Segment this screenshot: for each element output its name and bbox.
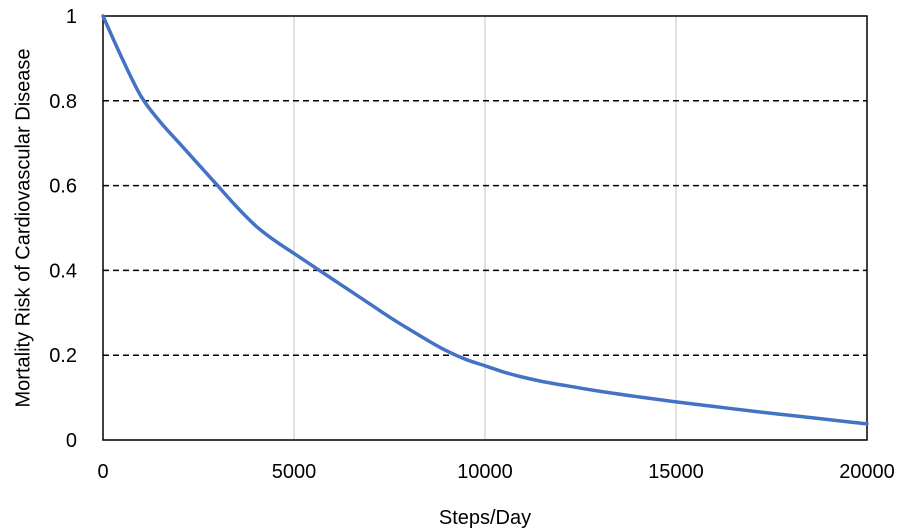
y-tick-label: 0.6 — [49, 176, 77, 198]
y-tick-label: 0.8 — [49, 91, 77, 113]
y-tick-label: 0.2 — [49, 345, 77, 367]
x-tick-label: 0 — [97, 461, 108, 483]
x-tick-label: 5000 — [272, 461, 317, 483]
y-tick-label: 1 — [66, 6, 77, 28]
y-tick-labels: 0 0.2 0.4 0.6 0.8 1 — [49, 6, 77, 452]
x-tick-labels: 0 5000 10000 15000 20000 — [97, 461, 894, 483]
x-tick-label: 10000 — [457, 461, 513, 483]
vertical-gridlines — [293, 16, 677, 440]
x-tick-label: 20000 — [839, 461, 895, 483]
series-lines — [101, 14, 869, 426]
x-tick-label: 15000 — [648, 461, 704, 483]
plot-area-frame — [102, 15, 868, 441]
y-tick-label: 0.4 — [49, 260, 77, 282]
series-line — [101, 14, 869, 426]
horizontal-gridlines — [103, 100, 867, 356]
y-axis-label: Mortality Risk of Cardiovascular Disease — [12, 48, 34, 407]
x-axis-label: Steps/Day — [439, 507, 531, 529]
y-tick-label: 0 — [66, 430, 77, 452]
